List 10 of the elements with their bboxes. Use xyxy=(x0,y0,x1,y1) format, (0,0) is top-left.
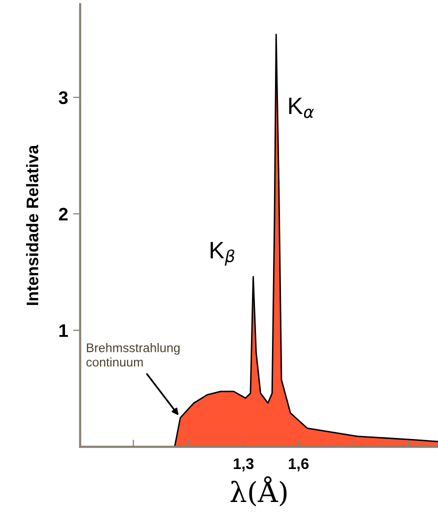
y-axis-title: Intensidade Relativa xyxy=(26,144,38,305)
annotation: K$_{β}$ xyxy=(210,242,234,266)
y-tick-label: 3 xyxy=(58,91,68,104)
x-axis-title: λ(Å) xyxy=(230,476,287,506)
y-tick-label: 1 xyxy=(59,324,68,337)
x-tick-label: 1,3 xyxy=(234,458,254,472)
annotation: Brehmsstrahlung continuum xyxy=(86,343,180,367)
y-tick-label: 2 xyxy=(58,208,68,220)
annotation: K$_{α}$ xyxy=(289,98,314,118)
x-tick-label: 1,6 xyxy=(288,458,309,472)
